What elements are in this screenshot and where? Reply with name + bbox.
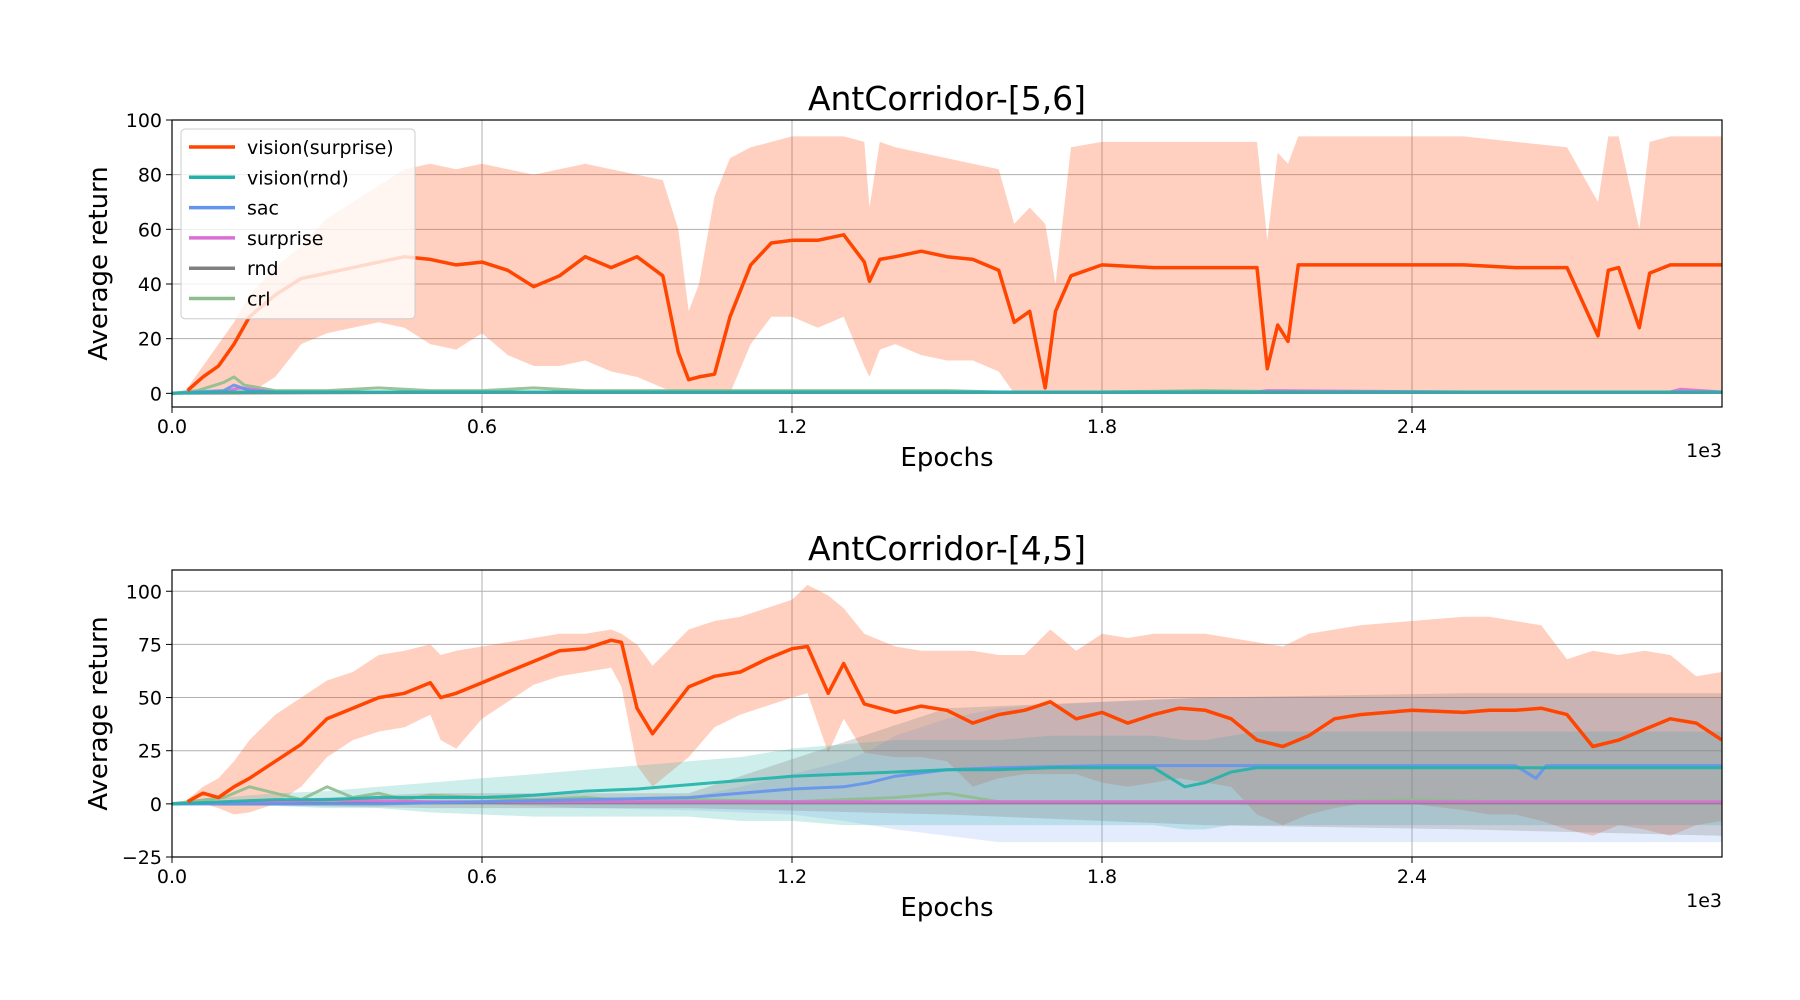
x-tick-label: 1.2: [777, 416, 807, 438]
y-tick-label: 50: [138, 688, 162, 710]
series-line: [172, 390, 1722, 395]
legend-label: vision(rnd): [247, 167, 349, 189]
y-tick-label: 60: [138, 219, 162, 241]
x-tick-label: 0.0: [157, 416, 187, 438]
series-line: [172, 764, 1722, 806]
plot-frame: [171, 569, 1723, 858]
series-band: [187, 136, 1722, 394]
series-line: [186, 638, 1722, 804]
x-offset-text: 1e3: [1686, 890, 1722, 912]
legend-label: rnd: [247, 258, 279, 280]
legend-label: surprise: [247, 228, 324, 250]
legend-label: crl: [247, 289, 271, 311]
x-tick-label: 0.6: [467, 866, 497, 888]
y-tick-label: 25: [138, 741, 162, 763]
plot-frame: [171, 119, 1723, 408]
axes: 0.0 0.6 1.2 1.8 2.4 −25 0 25 50 75 100: [122, 581, 1427, 888]
series-line: [172, 766, 1722, 806]
x-tick-label: 0.0: [157, 866, 187, 888]
x-tick-label: 2.4: [1397, 416, 1427, 438]
chart-2: AntCorridor-[4,5] Epochs Average return …: [84, 529, 1723, 923]
x-tick-label: 2.4: [1397, 866, 1427, 888]
x-axis-label: Epochs: [900, 443, 993, 473]
legend-label: vision(surprise): [247, 137, 394, 159]
legend-box: [180, 128, 416, 320]
chart-1: AntCorridor-[5,6] Epochs Average return …: [84, 79, 1723, 473]
plot-area: [172, 136, 1722, 395]
axes: 0.0 0.6 1.2 1.8 2.4 0 20 40 60 80 100: [126, 110, 1427, 438]
series-line: [186, 233, 1722, 392]
chart-title: AntCorridor-[5,6]: [808, 79, 1086, 118]
y-tick-label: 20: [138, 329, 162, 351]
y-tick-label: 100: [126, 581, 162, 603]
chart-title: AntCorridor-[4,5]: [808, 529, 1086, 568]
y-tick-label: −25: [122, 847, 162, 869]
series-band: [187, 584, 1722, 836]
y-axis-label: Average return: [84, 616, 114, 811]
series-band: [172, 731, 1722, 830]
x-tick-label: 1.2: [777, 866, 807, 888]
y-tick-label: 40: [138, 274, 162, 296]
y-tick-label: 0: [150, 794, 162, 816]
legend: vision(surprise) vision(rnd) sac surprise rn…: [180, 128, 416, 320]
plot-area: [172, 584, 1722, 843]
y-tick-label: 75: [138, 634, 162, 656]
x-axis-label: Epochs: [900, 893, 993, 923]
x-tick-label: 0.6: [467, 416, 497, 438]
x-offset-text: 1e3: [1686, 440, 1722, 462]
y-tick-label: 0: [150, 383, 162, 405]
x-tick-label: 1.8: [1087, 866, 1117, 888]
y-axis-label: Average return: [84, 166, 114, 361]
x-tick-label: 1.8: [1087, 416, 1117, 438]
y-tick-label: 80: [138, 165, 162, 187]
legend-label: sac: [247, 198, 279, 220]
y-tick-label: 100: [126, 110, 162, 132]
